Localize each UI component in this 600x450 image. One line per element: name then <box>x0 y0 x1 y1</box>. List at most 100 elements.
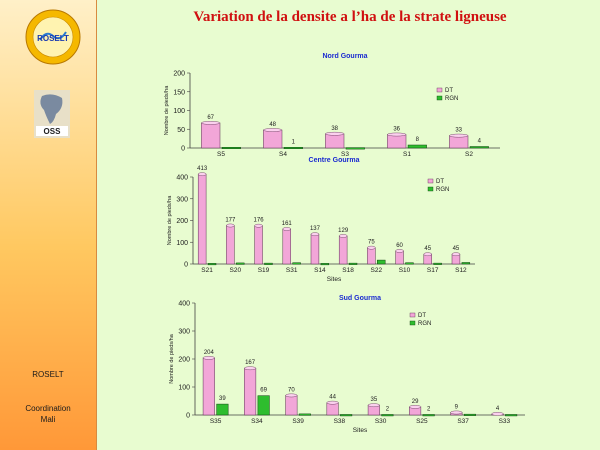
bar-rgn-S37 <box>463 413 476 416</box>
x-tick-label-S10: S10 <box>399 267 411 274</box>
bar-dt-top-S30 <box>367 403 380 408</box>
data-label-dt-S34: 167 <box>245 360 256 366</box>
bar-dt-top-S34 <box>244 366 257 371</box>
y-tick-label: 100 <box>173 108 185 115</box>
bar-dt-top-S33 <box>491 412 504 416</box>
bar-rgn-S31 <box>292 262 301 265</box>
y-tick-label: 200 <box>178 357 190 364</box>
x-tick-label-S19: S19 <box>258 267 270 274</box>
x-tick-label-S20: S20 <box>230 267 242 274</box>
bar-dt-top-S10 <box>395 249 404 253</box>
data-label-dt-S5: 67 <box>207 115 214 121</box>
data-label-dt-S30: 35 <box>371 397 378 403</box>
x-axis-label: Sites <box>353 427 368 434</box>
y-tick-label: 100 <box>176 240 188 247</box>
x-tick-label-S5: S5 <box>217 151 225 158</box>
sidebar-country: Mali <box>40 415 56 424</box>
bar-dt-top-S37 <box>450 410 463 415</box>
legend-swatch-dt <box>409 312 416 318</box>
bar-rgn-S19 <box>264 262 273 265</box>
bar-rgn-S2 <box>469 146 489 149</box>
x-tick-label-S12: S12 <box>455 267 467 274</box>
y-tick-label: 200 <box>176 218 188 225</box>
bar-rgn-S33 <box>505 414 518 417</box>
roselt-logo: ROSELT <box>25 9 81 65</box>
data-label-dt-S38: 44 <box>329 395 336 401</box>
sidebar: ROSELT OSS ROSELT Coordination Mali <box>0 0 97 450</box>
x-tick-label-S1: S1 <box>403 151 411 158</box>
data-label-rgn-S34: 69 <box>260 388 267 394</box>
data-label-dt-S22: 75 <box>368 240 375 246</box>
chart-title: Sud Gourma <box>339 295 381 302</box>
bar-rgn-S12 <box>461 262 471 265</box>
x-tick-label-S2: S2 <box>465 151 473 158</box>
legend-label-rgn: RGN <box>436 187 449 193</box>
bar-dt-top-S21 <box>198 172 207 176</box>
y-tick-label: 100 <box>178 385 190 392</box>
y-tick-label: 0 <box>184 262 188 269</box>
data-label-dt-S10: 60 <box>396 243 403 249</box>
data-label-dt-S33: 4 <box>496 406 500 412</box>
x-tick-label-S37: S37 <box>457 418 469 425</box>
data-label-dt-S3: 38 <box>331 126 338 132</box>
bar-dt-top-S3 <box>325 131 345 136</box>
bar-dt-top-S22 <box>367 245 376 250</box>
data-label-dt-S21: 413 <box>197 166 208 172</box>
x-tick-label-S39: S39 <box>292 418 304 425</box>
data-label-rgn-S1: 8 <box>416 137 420 143</box>
legend-label-dt: DT <box>418 313 426 319</box>
bar-rgn-S17 <box>433 262 442 265</box>
data-label-dt-S4: 48 <box>269 122 276 128</box>
data-label-dt-S39: 70 <box>288 387 295 393</box>
data-label-dt-S12: 45 <box>453 246 460 252</box>
y-tick-label: 150 <box>173 89 185 96</box>
y-tick-label: 50 <box>177 127 185 134</box>
roselt-logo-text: ROSELT <box>37 34 69 43</box>
oss-logo: OSS <box>34 90 70 138</box>
bar-rgn-S4 <box>283 147 303 149</box>
page-title: Variation de la densite a l’ha de la str… <box>193 9 507 25</box>
legend-label-rgn: RGN <box>445 96 458 102</box>
legend-swatch-rgn <box>427 186 434 192</box>
bar-dt-top-S35 <box>202 356 215 360</box>
x-tick-label-S17: S17 <box>427 267 439 274</box>
bar-dt-top-S17 <box>423 252 432 257</box>
chart-title: Centre Gourma <box>309 157 360 164</box>
legend-label-rgn: RGN <box>418 321 431 327</box>
x-tick-label-S35: S35 <box>210 418 222 425</box>
bar-rgn-S38 <box>340 414 353 417</box>
data-label-dt-S37: 9 <box>455 404 459 410</box>
bar-rgn-S3 <box>345 147 365 150</box>
legend-label-dt: DT <box>436 179 444 185</box>
bar-dt-top-S4 <box>263 128 283 132</box>
data-label-rgn-S35: 39 <box>219 396 226 402</box>
x-tick-label-S21: S21 <box>201 267 213 274</box>
bar-dt-top-S31 <box>282 227 291 231</box>
bar-dt-S34 <box>244 367 257 416</box>
x-tick-label-S34: S34 <box>251 418 263 425</box>
data-label-dt-S20: 177 <box>225 218 236 224</box>
bar-rgn-S22 <box>377 259 386 265</box>
legend-swatch-rgn <box>409 320 416 326</box>
data-label-rgn-S25: 2 <box>427 406 431 412</box>
bar-dt-top-S5 <box>201 121 221 125</box>
y-tick-label: 400 <box>176 175 188 182</box>
x-tick-label-S14: S14 <box>314 267 326 274</box>
x-axis-label: Sites <box>327 276 342 283</box>
data-label-dt-S14: 137 <box>310 226 321 232</box>
bar-dt-top-S25 <box>409 405 422 409</box>
bar-rgn-S14 <box>320 263 330 266</box>
bar-rgn-S5 <box>221 147 241 149</box>
x-tick-label-S25: S25 <box>416 418 428 425</box>
sidebar-coordination: Coordination <box>25 404 71 413</box>
bar-rgn-S21 <box>207 263 217 266</box>
data-label-dt-S1: 36 <box>393 127 400 133</box>
x-tick-label-S22: S22 <box>371 267 383 274</box>
data-label-rgn-S30: 2 <box>386 406 390 412</box>
bar-dt-S38 <box>326 402 339 416</box>
data-label-dt-S35: 204 <box>204 350 215 356</box>
bar-rgn-S30 <box>381 414 394 417</box>
bar-rgn-S34 <box>257 395 270 416</box>
